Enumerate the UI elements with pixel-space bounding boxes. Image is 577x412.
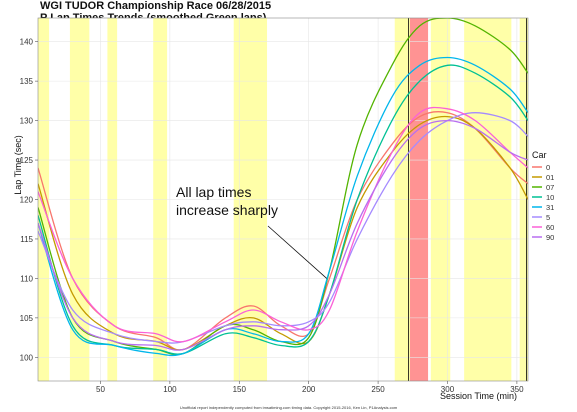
legend-label-90: 90 xyxy=(546,233,554,242)
x-axis-label: Session Time (min) xyxy=(440,391,518,401)
series-line-31 xyxy=(38,56,528,357)
legend-label-07: 07 xyxy=(546,183,554,192)
series-line-90 xyxy=(38,119,528,351)
annotation-arrow xyxy=(267,225,327,279)
legend-label-01: 01 xyxy=(546,173,554,182)
series-line-5 xyxy=(38,112,528,344)
legend-title: Car xyxy=(532,150,547,160)
footer-note: Unofficial report independently computed… xyxy=(179,405,398,410)
legend-label-5: 5 xyxy=(546,213,550,222)
y-tick-label: 135 xyxy=(20,77,34,86)
y-tick-label: 115 xyxy=(20,235,33,244)
y-tick-label: 120 xyxy=(20,196,34,205)
legend-label-0: 0 xyxy=(546,163,550,172)
legend-label-31: 31 xyxy=(546,203,554,212)
y-tick-label: 130 xyxy=(20,117,34,126)
x-tick-label: 350 xyxy=(510,385,524,394)
series-line-60 xyxy=(38,106,528,343)
annotation-text: All lap times xyxy=(176,184,251,200)
chart-title: WGI TUDOR Championship Race 06/28/2015 xyxy=(40,0,272,12)
x-tick-label: 100 xyxy=(163,385,177,394)
legend-label-10: 10 xyxy=(546,193,554,202)
x-tick-label: 200 xyxy=(302,385,316,394)
y-tick-label: 140 xyxy=(20,38,34,47)
y-tick-label: 100 xyxy=(20,353,34,362)
x-tick-label: 250 xyxy=(371,385,385,394)
y-tick-label: 125 xyxy=(20,156,34,165)
y-tick-label: 110 xyxy=(20,274,33,283)
y-tick-label: 105 xyxy=(20,314,34,323)
annotation-text: increase sharply xyxy=(176,202,278,218)
x-tick-label: 50 xyxy=(96,385,105,394)
series-line-10 xyxy=(38,64,528,355)
x-tick-label: 300 xyxy=(441,385,455,394)
x-tick-label: 150 xyxy=(233,385,247,394)
legend-label-60: 60 xyxy=(546,223,554,232)
